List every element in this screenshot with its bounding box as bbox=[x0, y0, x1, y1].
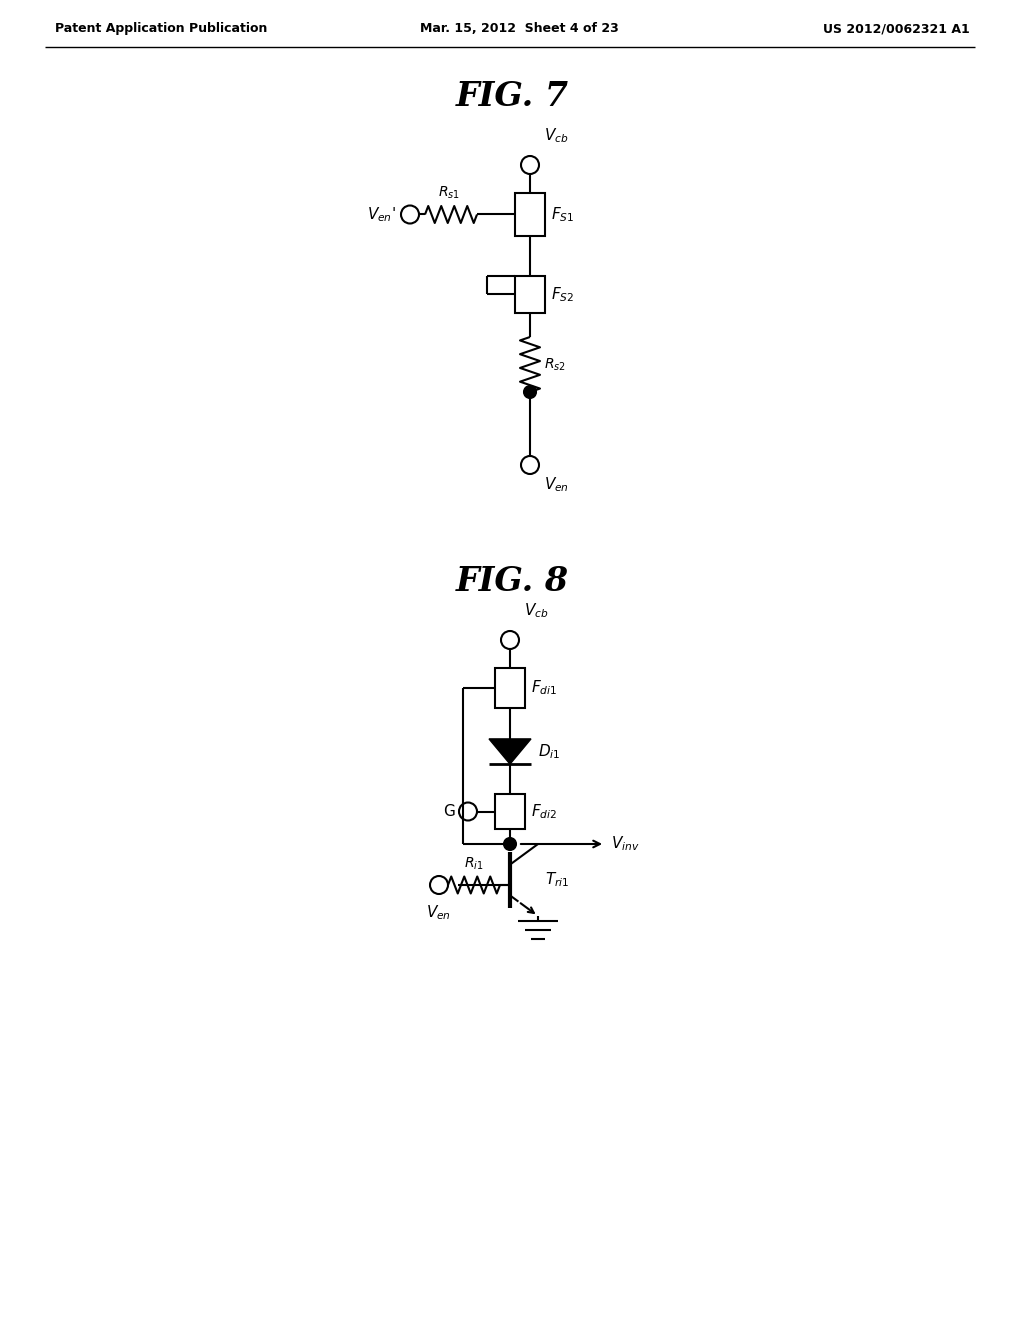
Bar bbox=[515, 276, 545, 313]
Text: $R_{s1}$: $R_{s1}$ bbox=[438, 185, 460, 202]
Text: $F_{S2}$: $F_{S2}$ bbox=[551, 285, 574, 304]
Text: $D_{i1}$: $D_{i1}$ bbox=[538, 742, 560, 760]
Text: Mar. 15, 2012  Sheet 4 of 23: Mar. 15, 2012 Sheet 4 of 23 bbox=[420, 22, 618, 36]
Text: $V_{inv}$: $V_{inv}$ bbox=[611, 834, 640, 853]
Text: Patent Application Publication: Patent Application Publication bbox=[55, 22, 267, 36]
Text: G: G bbox=[443, 804, 455, 818]
Bar bbox=[515, 193, 545, 236]
Bar bbox=[495, 793, 525, 829]
Polygon shape bbox=[489, 739, 531, 764]
Text: $V_{cb}$: $V_{cb}$ bbox=[544, 127, 568, 145]
Text: $V_{en}$: $V_{en}$ bbox=[426, 903, 452, 921]
Text: $T_{ri1}$: $T_{ri1}$ bbox=[545, 871, 569, 890]
Text: $F_{di1}$: $F_{di1}$ bbox=[531, 678, 557, 697]
Text: US 2012/0062321 A1: US 2012/0062321 A1 bbox=[823, 22, 970, 36]
Text: $R_{s2}$: $R_{s2}$ bbox=[544, 356, 566, 372]
Text: $R_{i1}$: $R_{i1}$ bbox=[464, 855, 483, 873]
Text: $V_{cb}$: $V_{cb}$ bbox=[524, 602, 549, 620]
Text: $F_{di2}$: $F_{di2}$ bbox=[531, 803, 557, 821]
Text: $V_{en}$: $V_{en}$ bbox=[544, 475, 569, 494]
Bar bbox=[495, 668, 525, 708]
Circle shape bbox=[504, 838, 516, 850]
Text: $F_{S1}$: $F_{S1}$ bbox=[551, 205, 574, 224]
Text: FIG. 8: FIG. 8 bbox=[456, 565, 568, 598]
Text: FIG. 7: FIG. 7 bbox=[456, 81, 568, 114]
Circle shape bbox=[524, 385, 536, 399]
Text: $V_{en}$': $V_{en}$' bbox=[367, 205, 396, 224]
